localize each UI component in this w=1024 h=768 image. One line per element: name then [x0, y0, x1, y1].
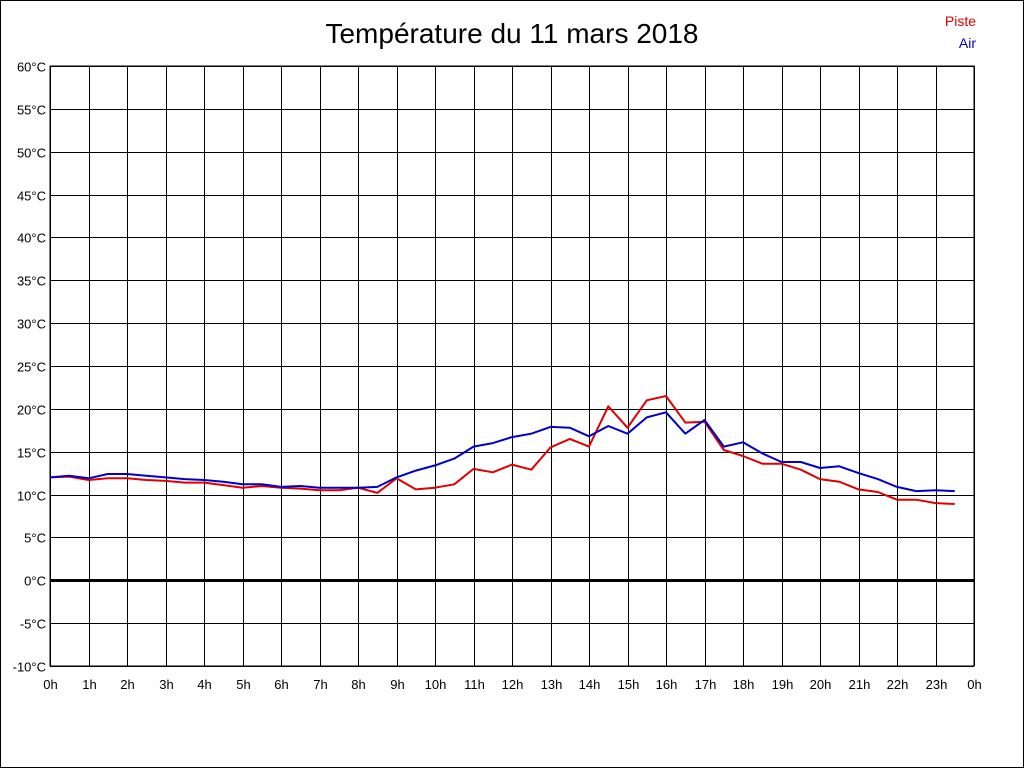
- x-tick-label: 9h: [390, 677, 404, 692]
- chart-title: Température du 11 mars 2018: [325, 18, 699, 49]
- series-line-piste: [49, 395, 955, 505]
- y-tick-label: 50°C: [17, 146, 46, 161]
- x-tick-label: 22h: [887, 677, 909, 692]
- y-tick-label: 45°C: [17, 189, 46, 204]
- x-tick-label: 13h: [541, 677, 563, 692]
- x-tick-label: 4h: [197, 677, 211, 692]
- y-tick-label: 20°C: [17, 403, 46, 418]
- x-tick-label: 17h: [695, 677, 717, 692]
- x-tick-label: 19h: [772, 677, 794, 692]
- y-tick-label: -10°C: [13, 660, 46, 675]
- y-tick-label: 35°C: [17, 274, 46, 289]
- y-tick-label: 60°C: [17, 60, 46, 75]
- x-tick-label: 21h: [849, 677, 871, 692]
- x-tick-label: 0h: [43, 677, 57, 692]
- x-tick-label: 0h: [967, 677, 981, 692]
- y-tick-label: 40°C: [17, 231, 46, 246]
- y-tick-label: 5°C: [24, 531, 46, 546]
- x-tick-label: 1h: [82, 677, 96, 692]
- legend-air-label: Air: [958, 35, 976, 51]
- x-tick-label: 3h: [159, 677, 173, 692]
- series-line-air: [49, 411, 955, 493]
- x-tick-label: 23h: [926, 677, 948, 692]
- legend-piste: Piste: [945, 13, 976, 29]
- x-tick-label: 15h: [618, 677, 640, 692]
- x-tick-label: 5h: [236, 677, 250, 692]
- x-tick-label: 7h: [313, 677, 327, 692]
- x-tick-label: 6h: [274, 677, 288, 692]
- x-tick-label: 12h: [502, 677, 524, 692]
- y-tick-label: 15°C: [17, 446, 46, 461]
- x-tick-label: 18h: [733, 677, 755, 692]
- y-tick-label: -5°C: [20, 617, 46, 632]
- y-tick-label: 55°C: [17, 103, 46, 118]
- legend-air: Air: [959, 35, 976, 51]
- x-tick-label: 14h: [579, 677, 601, 692]
- x-tick-label: 16h: [656, 677, 678, 692]
- y-tick-label: 0°C: [24, 574, 46, 589]
- legend-piste-label: Piste: [944, 13, 976, 29]
- x-tick-label: 11h: [464, 677, 485, 692]
- y-tick-label: 25°C: [17, 360, 46, 375]
- y-tick-label: 10°C: [17, 489, 46, 504]
- y-tick-label: 30°C: [17, 317, 46, 332]
- x-tick-label: 10h: [425, 677, 447, 692]
- x-tick-label: 2h: [120, 677, 134, 692]
- x-tick-label: 8h: [351, 677, 365, 692]
- x-tick-label: 20h: [810, 677, 832, 692]
